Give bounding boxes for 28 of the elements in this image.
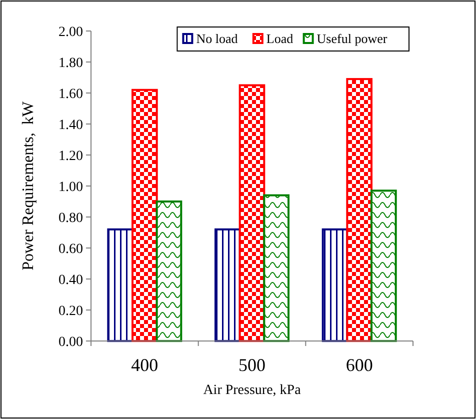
y-tick-label: 0.20 <box>58 304 83 319</box>
y-tick-label: 0.00 <box>58 334 83 350</box>
x-tick-label: 400 <box>131 355 158 375</box>
bar <box>107 228 134 342</box>
y-tick-label: 0.40 <box>58 272 83 288</box>
y-tick-label: 2.00 <box>58 24 83 40</box>
y-tick-label: 1.00 <box>58 180 83 195</box>
bar <box>322 228 348 342</box>
x-tick-label: 600 <box>346 355 373 375</box>
bar <box>132 88 158 342</box>
bar <box>370 190 397 342</box>
bar <box>214 228 241 342</box>
legend-label: No load <box>196 31 238 46</box>
x-axis-title: Air Pressure, kPa <box>203 383 302 398</box>
y-axis-title: Power Requirements, kW <box>20 100 37 270</box>
y-tick-label: 1.20 <box>58 148 83 164</box>
y-tick-label: 1.60 <box>58 86 83 102</box>
x-tick-label: 500 <box>238 355 266 375</box>
legend-label: Useful power <box>316 31 388 46</box>
legend-label: Load <box>266 31 294 46</box>
y-tick-label: 0.60 <box>58 242 83 257</box>
bar <box>156 200 182 342</box>
y-tick-label: 1.80 <box>58 56 83 71</box>
y-tick-label: 1.40 <box>58 118 83 133</box>
bar <box>346 78 372 342</box>
bar <box>238 84 266 342</box>
bar <box>263 194 290 342</box>
y-tick-label: 0.80 <box>58 210 83 226</box>
